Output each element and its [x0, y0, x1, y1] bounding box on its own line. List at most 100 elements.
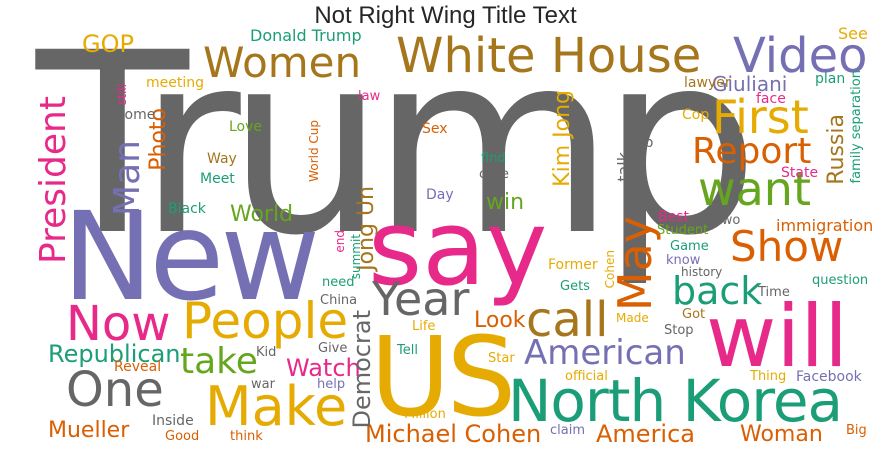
word-china: China — [320, 293, 358, 308]
word-now: Now — [66, 296, 171, 352]
word-see: See — [838, 24, 868, 43]
word-back: back — [672, 269, 763, 313]
page-title: Not Right Wing Title Text — [314, 2, 577, 29]
word-former: Former — [548, 257, 598, 273]
word-game: Game — [670, 239, 709, 254]
word-video: Video — [733, 28, 868, 84]
word-law: law — [358, 89, 381, 104]
word-giuliani: Giuliani — [712, 72, 788, 96]
word-claim: claim — [550, 423, 586, 438]
word-north-korea: North Korea — [508, 367, 843, 435]
word-world: World — [230, 202, 294, 227]
word-watch: Watch — [286, 354, 361, 382]
word-case: case — [479, 167, 509, 182]
word-call: call — [526, 292, 609, 348]
word-white-house: White House — [396, 28, 702, 84]
word-love: Love — [229, 119, 263, 135]
word-still: still — [115, 84, 129, 105]
word-gop: GOP — [82, 30, 134, 58]
word-take: take — [180, 341, 258, 382]
word-made: Made — [616, 311, 649, 325]
word-look: Look — [474, 308, 526, 333]
word-say: say — [368, 187, 548, 309]
word-plan: plan — [815, 71, 846, 87]
word-may: May — [608, 216, 662, 312]
word-woman: Woman — [740, 422, 823, 447]
word-facebook: Facebook — [796, 369, 862, 385]
word-tell: Tell — [397, 343, 418, 358]
word-home: Home — [114, 107, 156, 123]
word-people: People — [182, 292, 349, 350]
word-us: US — [370, 313, 516, 441]
word-talk: talk — [614, 152, 633, 182]
word-immigration: immigration — [776, 216, 874, 235]
word-year: Year — [372, 272, 470, 326]
word-student: Student — [657, 223, 709, 238]
word-mueller: Mueller — [48, 418, 130, 443]
word-gets: Gets — [560, 279, 590, 294]
word-report: Report — [692, 131, 812, 172]
word-inside: Inside — [152, 413, 194, 429]
word-republican: Republican — [48, 340, 181, 368]
word-way: Way — [207, 151, 237, 167]
word-official: official — [565, 369, 608, 384]
word-give: Give — [318, 341, 348, 356]
word-question: question — [812, 273, 869, 288]
word-time: Time — [758, 285, 790, 300]
word-thing: Thing — [750, 369, 787, 384]
word-sex: Sex — [422, 121, 448, 137]
word-think: think — [230, 429, 263, 444]
word-summit: summit — [349, 234, 363, 280]
word-big: Big — [846, 423, 867, 438]
word-got: Got — [682, 307, 706, 322]
word-america: America — [596, 420, 695, 448]
word-two: Two — [716, 213, 741, 228]
word-man: Man — [107, 140, 148, 216]
word-day: Day — [426, 187, 454, 203]
word-need: need — [322, 275, 355, 290]
word-million: Million — [404, 407, 446, 422]
word-russia: Russia — [824, 114, 849, 185]
word-life: Life — [412, 319, 436, 334]
word-michael-cohen: Michael Cohen — [365, 420, 542, 448]
word-kid: Kid — [256, 345, 277, 360]
word-star: Star — [488, 351, 515, 366]
word-cop: Cop — [682, 107, 710, 123]
word-state: State — [781, 165, 819, 181]
word-cohen: Cohen — [603, 250, 617, 289]
word-meeting: meeting — [146, 75, 205, 91]
word-win: win — [486, 190, 525, 215]
word-president: President — [33, 96, 74, 264]
word-good: Good — [165, 429, 200, 444]
word-world-cup: World Cup — [307, 120, 321, 182]
word-women: Women — [203, 38, 362, 87]
word-stop: Stop — [664, 323, 694, 338]
word-reveal: Reveal — [114, 359, 162, 375]
word-best: Best — [658, 209, 690, 225]
word-face: face — [756, 91, 786, 107]
word-first: First — [712, 90, 809, 144]
word-american: American — [524, 333, 686, 373]
word-will: will — [706, 287, 849, 387]
word-find: find — [481, 151, 506, 166]
word-meet: Meet — [200, 171, 235, 187]
word-family-separation: family separation — [849, 70, 864, 184]
word-show: Show — [730, 222, 844, 271]
word-democrat: Democrat — [348, 310, 376, 429]
word-job: job — [632, 135, 654, 151]
word-history: history — [681, 265, 723, 279]
word-lawyer: lawyer — [684, 75, 731, 91]
word-kim-jong: Kim Jong — [550, 90, 575, 187]
word-new: New — [62, 186, 320, 328]
word-want: want — [698, 162, 812, 216]
word-know: know — [666, 253, 701, 268]
word-one: One — [66, 362, 164, 418]
word-donald-trump: Donald Trump — [250, 26, 362, 45]
word-war: war — [251, 377, 275, 392]
word-help: help — [317, 377, 346, 392]
word-trump: Trump — [36, 0, 759, 290]
word-make: Make — [205, 375, 348, 438]
word-black: Black — [168, 201, 206, 217]
word-end: end — [333, 230, 347, 253]
